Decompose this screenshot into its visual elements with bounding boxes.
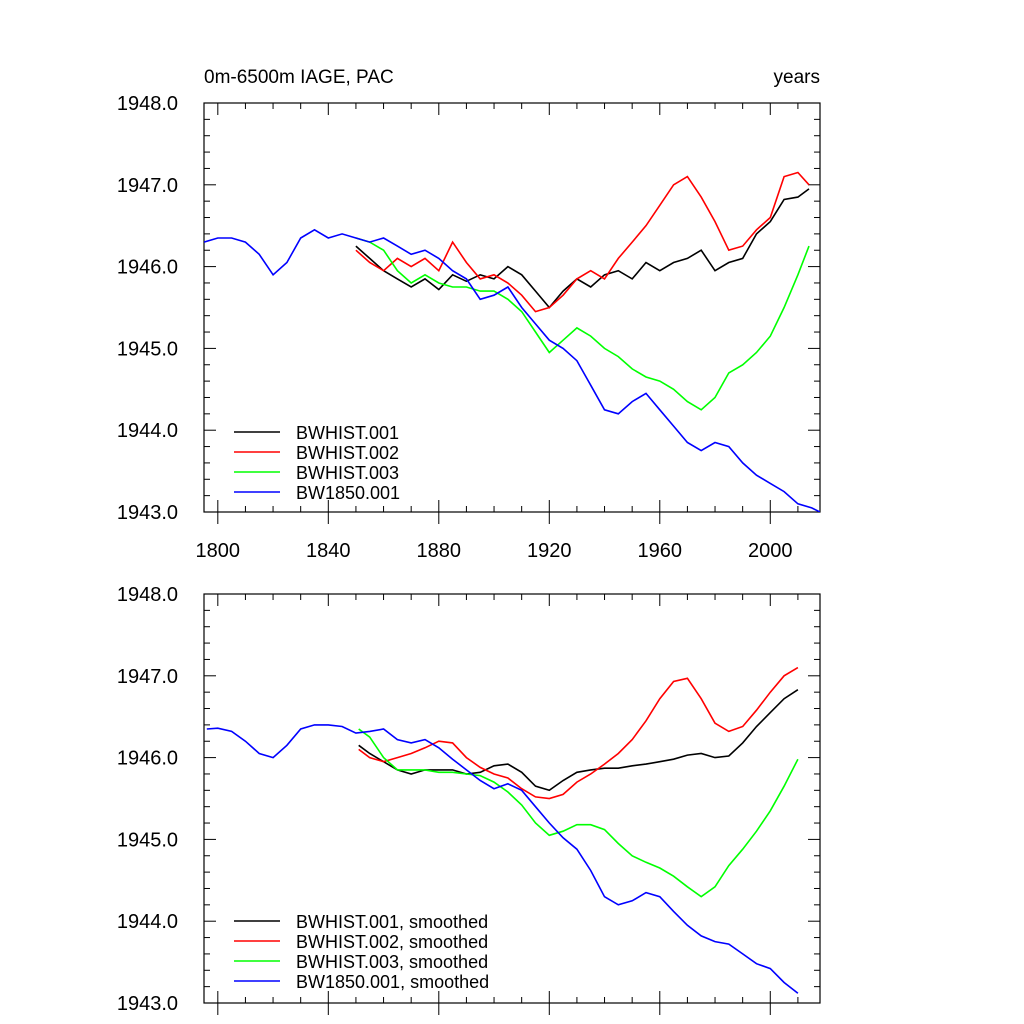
legend-label: BW1850.001, smoothed [296,972,489,992]
plot-frame [203,102,821,513]
y-tick-label: 1945.0 [117,829,178,851]
series-line-3 [355,237,810,411]
y-tick-label: 1948.0 [117,93,178,115]
legend-label: BWHIST.002, smoothed [296,932,488,952]
legend-label: BW1850.001 [296,483,400,503]
x-tick-label: 1840 [306,540,351,562]
series-line-4 [204,228,820,512]
y-tick-label: 1947.0 [117,666,178,688]
plot-frame [203,593,821,1004]
x-tick-label: 1880 [417,540,462,562]
figure-title: 0m-6500m IAGE, PAC [204,67,394,88]
y-tick-label: 1943.0 [117,993,178,1015]
legend-label: BWHIST.001, smoothed [296,912,488,932]
x-tick-label: 1800 [196,540,241,562]
x-tick-label: 1960 [638,540,683,562]
y-tick-label: 1944.0 [117,911,178,933]
series-line-2 [358,666,799,800]
legend-label: BWHIST.003, smoothed [296,952,488,972]
legend-label: BWHIST.002 [296,443,399,463]
legend-label: BWHIST.003 [296,463,399,483]
x-tick-label: 2000 [748,540,793,562]
x-tick-label: 1920 [527,540,572,562]
series-line-1 [355,188,810,309]
bottom-panel: 1943.0 1944.0 1945.0 1946.0 1947.0 1948.0 BWHI… [117,584,821,1015]
y-tick-label: 1943.0 [117,502,178,524]
y-tick-label: 1947.0 [117,175,178,197]
series-line-4 [206,724,799,994]
series-line-2 [355,171,810,313]
legend-label: BWHIST.001 [296,423,399,443]
y-tick-label: 1945.0 [117,338,178,360]
x-units-label: years [774,67,820,88]
y-tick-label: 1946.0 [117,257,178,279]
series-line-3 [358,728,799,898]
y-tick-label: 1944.0 [117,420,178,442]
y-tick-label: 1946.0 [117,748,178,770]
top-panel: 1943.0 1944.0 1945.0 1946.0 1947.0 1948.0 1800… [117,93,821,562]
y-tick-label: 1948.0 [117,584,178,606]
